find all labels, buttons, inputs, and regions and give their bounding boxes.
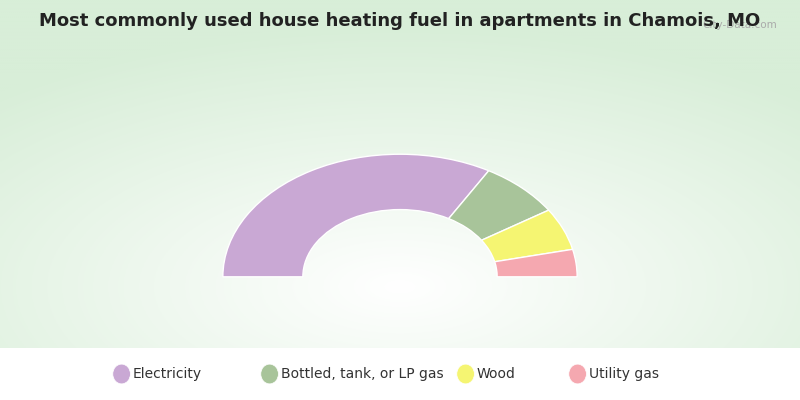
Text: City-Data.com: City-Data.com <box>702 20 777 30</box>
Wedge shape <box>223 154 489 277</box>
Ellipse shape <box>261 364 278 384</box>
Text: Bottled, tank, or LP gas: Bottled, tank, or LP gas <box>281 367 443 381</box>
Text: Utility gas: Utility gas <box>589 367 659 381</box>
Text: Wood: Wood <box>477 367 516 381</box>
Wedge shape <box>494 249 577 277</box>
Ellipse shape <box>457 364 474 384</box>
Ellipse shape <box>569 364 586 384</box>
Text: Most commonly used house heating fuel in apartments in Chamois, MO: Most commonly used house heating fuel in… <box>39 12 761 30</box>
Wedge shape <box>482 210 573 262</box>
Text: Electricity: Electricity <box>133 367 202 381</box>
Ellipse shape <box>113 364 130 384</box>
Wedge shape <box>449 171 549 240</box>
